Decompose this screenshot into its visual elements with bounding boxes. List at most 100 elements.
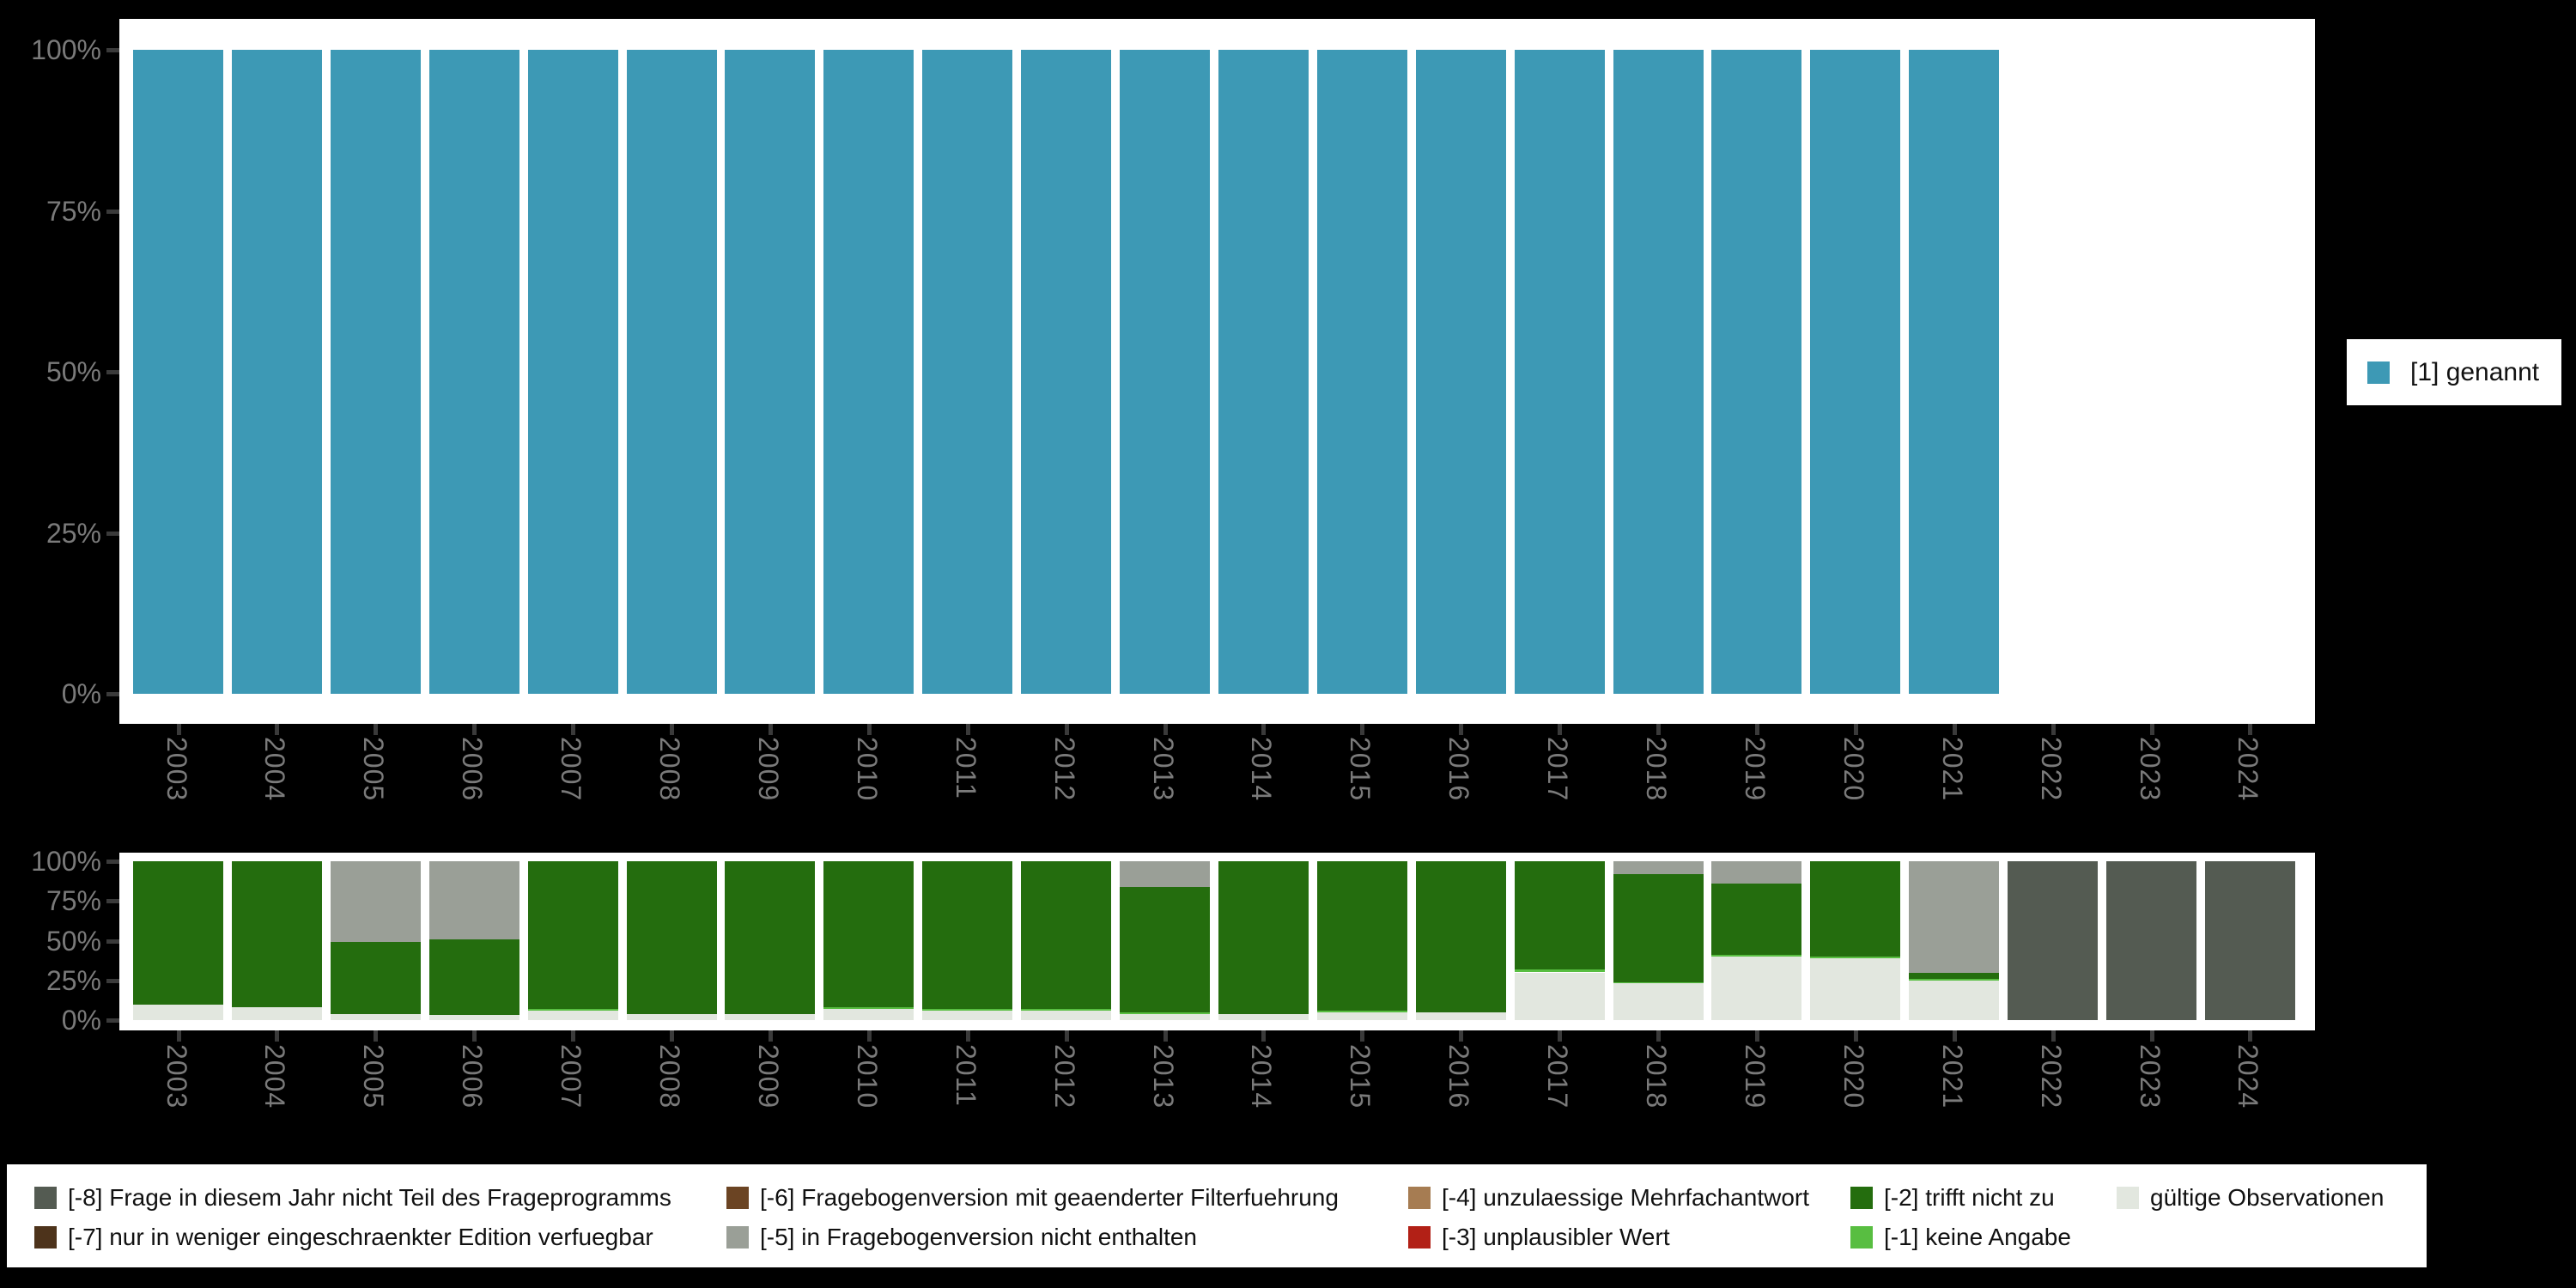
bar-segment-genannt xyxy=(1021,50,1112,694)
x-axis-tick xyxy=(2050,1030,2056,1042)
bar-2017 xyxy=(1514,853,1605,1030)
bar-2014 xyxy=(1218,19,1309,724)
bar-segment-no_answer xyxy=(1909,978,2000,981)
legend-label-no_answer: [-1] keine Angabe xyxy=(1884,1224,2071,1250)
bar-2004 xyxy=(231,853,322,1030)
bar-segment-genannt xyxy=(1613,50,1704,694)
bar-segment-valid_obs xyxy=(1514,972,1605,1020)
bar-2021 xyxy=(1909,19,2000,724)
bar-segment-valid_obs xyxy=(1316,1012,1407,1020)
y-axis-label: 50% xyxy=(46,925,101,957)
bar-segment-genannt xyxy=(1514,50,1605,694)
x-axis-tick xyxy=(472,1030,477,1042)
bar-2021 xyxy=(1909,853,2000,1030)
bar-segment-valid_obs xyxy=(527,1010,618,1020)
x-axis-label: 2017 xyxy=(1542,737,1574,802)
x-axis-label: 2006 xyxy=(457,1044,489,1109)
x-axis-label: 2023 xyxy=(2134,737,2166,802)
x-axis-label: 2017 xyxy=(1542,1044,1574,1109)
x-axis-label: 2010 xyxy=(851,737,883,802)
legend-label-multi_answer: [-4] unzulaessige Mehrfachantwort xyxy=(1442,1184,1809,1211)
bar-segment-genannt xyxy=(527,50,618,694)
x-axis-tick xyxy=(965,1030,970,1042)
y-axis-tick xyxy=(106,209,119,214)
bar-2019 xyxy=(1711,853,1802,1030)
y-axis-label: 100% xyxy=(31,846,101,877)
x-axis-label: 2024 xyxy=(2233,1044,2264,1109)
legend-item: [-4] unzulaessige Mehrfachantwort xyxy=(1408,1184,1809,1212)
bar-segment-valid_obs xyxy=(1120,1013,1210,1020)
legend-item: [-6] Fragebogenversion mit geaenderter F… xyxy=(726,1184,1339,1212)
x-axis-label: 2016 xyxy=(1443,1044,1475,1109)
legend-item: gültige Observationen xyxy=(2117,1184,2384,1212)
y-axis-tick xyxy=(106,370,119,374)
bar-segment-genannt xyxy=(1316,50,1407,694)
x-axis-tick xyxy=(1064,1030,1069,1042)
legend-item: [-5] in Fragebogenversion nicht enthalte… xyxy=(726,1224,1197,1251)
bar-segment-no_answer xyxy=(1613,981,1704,984)
x-axis-tick xyxy=(275,1030,280,1042)
x-axis-label: 2018 xyxy=(1641,737,1672,802)
y-axis-tick xyxy=(106,899,119,904)
x-axis-tick xyxy=(2248,724,2253,735)
x-axis-label: 2012 xyxy=(1048,737,1080,802)
bar-2019 xyxy=(1711,19,1802,724)
x-axis-label: 2010 xyxy=(851,1044,883,1109)
y-axis-tick xyxy=(106,1018,119,1023)
legend-swatch-valid_obs xyxy=(2117,1187,2139,1209)
bar-segment-not_applicable xyxy=(527,861,618,1010)
bar-segment-not_part_of_survey xyxy=(2008,861,2099,1020)
legend-swatch-changed_filter xyxy=(726,1187,749,1209)
y-axis-label: 25% xyxy=(46,964,101,996)
bar-2013 xyxy=(1120,853,1210,1030)
bar-segment-genannt xyxy=(428,50,519,694)
x-axis-tick xyxy=(1952,1030,1957,1042)
x-axis-tick xyxy=(1558,1030,1563,1042)
bar-segment-not_applicable xyxy=(1613,873,1704,982)
bar-segment-genannt xyxy=(231,50,322,694)
bar-segment-not_applicable xyxy=(1711,883,1802,956)
bar-segment-not_applicable xyxy=(626,861,717,1014)
bar-segment-valid_obs xyxy=(133,1004,223,1020)
bar-segment-not_in_version xyxy=(1613,861,1704,874)
bar-segment-not_applicable xyxy=(1021,861,1112,1010)
bar-segment-no_answer xyxy=(1810,957,1901,958)
legend-item: [-1] keine Angabe xyxy=(1850,1224,2071,1251)
y-axis-label: 25% xyxy=(46,517,101,549)
x-axis-tick xyxy=(374,724,379,735)
bar-2003 xyxy=(133,853,223,1030)
bar-2005 xyxy=(330,19,421,724)
x-axis-tick xyxy=(1754,1030,1759,1042)
legend-item: [-2] trifft nicht zu xyxy=(1850,1184,2055,1212)
bar-2022 xyxy=(2008,853,2099,1030)
bar-2006 xyxy=(428,853,519,1030)
x-axis-label: 2009 xyxy=(752,737,784,802)
y-axis-label: 0% xyxy=(61,678,101,709)
bar-segment-not_applicable xyxy=(1909,972,2000,979)
legend-label-restricted_edition: [-7] nur in weniger eingeschraenkter Edi… xyxy=(68,1224,653,1250)
legend-swatch-implausible xyxy=(1408,1226,1431,1249)
x-axis-tick xyxy=(1163,1030,1168,1042)
y-axis-tick xyxy=(106,978,119,983)
x-axis-label: 2008 xyxy=(654,1044,685,1109)
bar-segment-genannt xyxy=(725,50,816,694)
bar-segment-not_applicable xyxy=(1415,861,1506,1012)
bottom-legend-band: [-8] Frage in diesem Jahr nicht Teil des… xyxy=(7,1164,2427,1267)
x-axis-label: 2006 xyxy=(457,737,489,802)
bar-2020 xyxy=(1810,853,1901,1030)
x-axis-label: 2024 xyxy=(2233,737,2264,802)
bar-2014 xyxy=(1218,853,1309,1030)
bar-2006 xyxy=(428,19,519,724)
bar-2009 xyxy=(725,853,816,1030)
x-axis-label: 2023 xyxy=(2134,1044,2166,1109)
bar-2010 xyxy=(823,853,914,1030)
bar-segment-not_applicable xyxy=(428,939,519,1016)
bar-2007 xyxy=(527,853,618,1030)
bar-segment-no_answer xyxy=(1316,1010,1407,1012)
bar-segment-not_part_of_survey xyxy=(2106,861,2196,1020)
x-axis-label: 2015 xyxy=(1345,1044,1376,1109)
x-axis-label: 2011 xyxy=(950,1044,981,1107)
bar-segment-not_applicable xyxy=(1120,886,1210,1012)
x-axis-tick xyxy=(1853,724,1858,735)
y-axis-tick xyxy=(106,531,119,536)
